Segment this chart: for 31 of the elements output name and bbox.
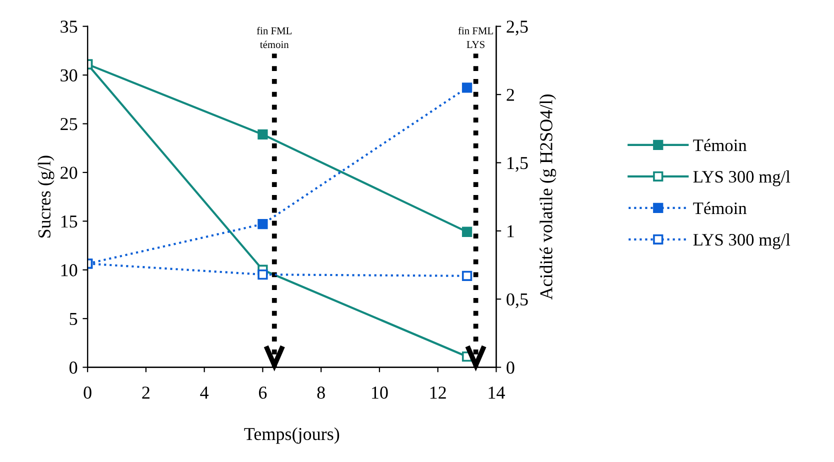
y-tick-label: 0 — [70, 362, 78, 374]
y2-axis-title: Acidité volatile (g H2SO4/l) — [540, 94, 556, 300]
y-tick-label: 25 — [60, 118, 78, 130]
y-tick-label: 30 — [60, 69, 78, 82]
x-axis-title: Temps(jours) — [244, 427, 340, 444]
y2-tick-label: 0 — [506, 362, 514, 374]
x-tick-label: 10 — [372, 386, 388, 399]
ref-line-label: fin FML témoin — [256, 26, 292, 48]
legend-label: LYS 300 mg/l — [693, 170, 790, 186]
y2-tick-label: 1 — [508, 225, 514, 238]
y2-tick-label: 0,5 — [506, 293, 528, 308]
y-tick-label: 20 — [60, 166, 78, 179]
legend-label: Témoin — [693, 138, 747, 152]
y-tick-label: 10 — [61, 264, 78, 276]
y2-tick-label: 1,5 — [508, 157, 528, 172]
y-tick-label: 35 — [60, 20, 78, 33]
x-tick-label: 2 — [142, 386, 150, 399]
x-tick-label: 8 — [317, 386, 325, 399]
y2-tick-label: 2,5 — [506, 20, 528, 36]
x-tick-label: 14 — [488, 386, 505, 399]
legend-label: LYS 300 mg/l — [693, 233, 790, 250]
y-axis-title: Sucres (g/l) — [38, 156, 54, 238]
y-tick-label: 5 — [70, 313, 78, 326]
ref-line-label: fin FML LYS — [458, 26, 493, 48]
x-tick-label: 6 — [258, 386, 267, 399]
x-tick-label: 4 — [200, 386, 209, 399]
x-tick-label: 12 — [430, 386, 446, 399]
legend-label: Témoin — [693, 202, 747, 214]
y2-tick-label: 2 — [506, 88, 514, 101]
y-tick-label: 15 — [61, 216, 78, 228]
x-tick-label: 0 — [84, 386, 92, 399]
